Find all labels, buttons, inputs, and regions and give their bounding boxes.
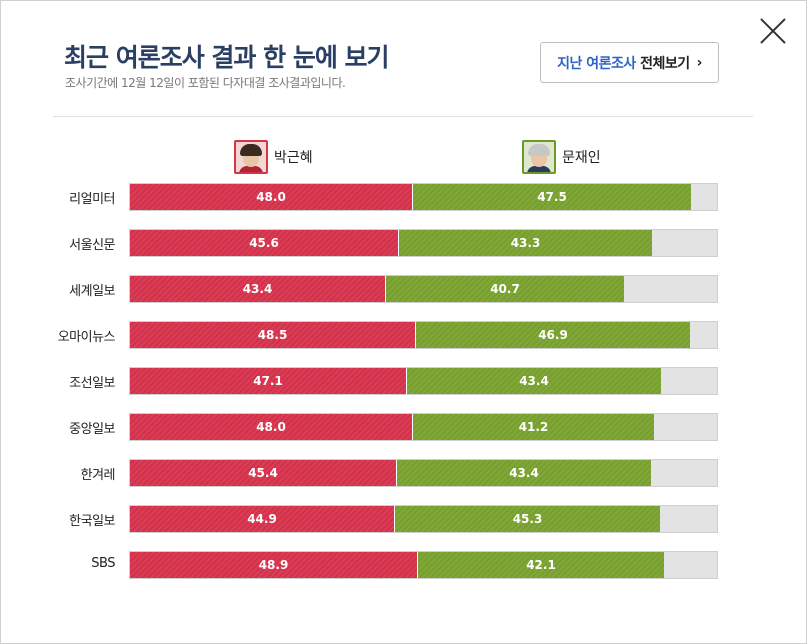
page-title: 최근 여론조사 결과 한 눈에 보기 xyxy=(64,43,390,72)
row-label: 중앙일보 xyxy=(69,422,115,437)
header-divider xyxy=(53,116,753,117)
candidate-b-photo-icon xyxy=(522,140,556,174)
bar-track: 45.4 43.4 xyxy=(129,459,718,487)
bar-value-label: 48.9 xyxy=(258,558,289,572)
bar-candidate-b: 46.9 xyxy=(415,322,690,348)
bar-track: 48.0 47.5 xyxy=(129,183,718,211)
bar-candidate-b: 42.1 xyxy=(417,552,664,578)
legend-candidate-a-name: 박근혜 xyxy=(274,150,313,166)
row-label: 조선일보 xyxy=(69,376,115,391)
row-label: 한겨레 xyxy=(80,468,116,483)
legend-candidate-a: 박근혜 xyxy=(234,140,313,174)
bar-value-label: 45.3 xyxy=(512,512,543,526)
bar-candidate-a: 47.1 xyxy=(130,368,406,394)
chevron-right-icon: › xyxy=(696,54,703,71)
bar-candidate-b: 47.5 xyxy=(412,184,691,210)
bar-value-label: 48.5 xyxy=(257,328,288,342)
bar-value-label: 47.1 xyxy=(253,374,283,388)
bar-track: 43.4 40.7 xyxy=(129,275,718,303)
bar-candidate-b: 41.2 xyxy=(412,414,654,440)
bar-value-label: 47.5 xyxy=(537,190,567,204)
bar-track: 47.1 43.4 xyxy=(129,367,718,395)
bar-value-label: 44.9 xyxy=(247,512,277,526)
row-label: SBS xyxy=(91,556,115,571)
bar-candidate-a: 45.4 xyxy=(130,460,396,486)
bar-value-label: 43.3 xyxy=(510,236,541,250)
bar-candidate-a: 44.9 xyxy=(130,506,394,532)
row-label: 서울신문 xyxy=(69,238,115,253)
bar-value-label: 45.6 xyxy=(249,236,279,250)
view-all-highlight: 지난 여론조사 xyxy=(557,55,636,72)
bar-value-label: 43.4 xyxy=(519,374,549,388)
row-label: 오마이뉴스 xyxy=(57,330,116,345)
bar-candidate-a: 48.0 xyxy=(130,184,412,210)
bar-value-label: 43.4 xyxy=(242,282,273,296)
bar-candidate-b: 43.4 xyxy=(406,368,661,394)
view-all-label: 전체보기 xyxy=(640,55,690,72)
row-label: 리얼미터 xyxy=(69,192,115,207)
bar-value-label: 46.9 xyxy=(538,328,568,342)
candidate-a-photo-icon xyxy=(234,140,268,174)
bar-candidate-b: 43.4 xyxy=(396,460,651,486)
view-all-polls-button[interactable]: 지난 여론조사 전체보기 › xyxy=(540,42,719,83)
bar-value-label: 40.7 xyxy=(490,282,520,296)
bar-track: 48.0 41.2 xyxy=(129,413,718,441)
bar-track: 44.9 45.3 xyxy=(129,505,718,533)
bar-value-label: 45.4 xyxy=(248,466,278,480)
bar-candidate-a: 48.0 xyxy=(130,414,412,440)
close-icon[interactable] xyxy=(758,16,788,46)
bar-value-label: 48.0 xyxy=(256,190,286,204)
bar-candidate-a: 45.6 xyxy=(130,230,398,256)
bar-track: 48.9 42.1 xyxy=(129,551,718,579)
bar-candidate-a: 43.4 xyxy=(130,276,385,302)
bar-track: 48.5 46.9 xyxy=(129,321,718,349)
bar-candidate-b: 40.7 xyxy=(385,276,624,302)
row-label: 한국일보 xyxy=(69,514,115,529)
bar-candidate-b: 43.3 xyxy=(398,230,652,256)
bar-candidate-b: 45.3 xyxy=(394,506,660,532)
bar-candidate-a: 48.5 xyxy=(130,322,415,348)
bar-value-label: 48.0 xyxy=(256,420,286,434)
legend-candidate-b: 문재인 xyxy=(522,140,601,174)
row-label: 세계일보 xyxy=(69,284,115,299)
legend-candidate-b-name: 문재인 xyxy=(562,150,601,166)
bar-candidate-a: 48.9 xyxy=(130,552,417,578)
bar-value-label: 41.2 xyxy=(518,420,549,434)
bar-track: 45.6 43.3 xyxy=(129,229,718,257)
page-subtitle: 조사기간에 12월 12일이 포함된 다자대결 조사결과입니다. xyxy=(65,76,346,90)
bar-value-label: 42.1 xyxy=(526,558,556,572)
bar-value-label: 43.4 xyxy=(509,466,539,480)
